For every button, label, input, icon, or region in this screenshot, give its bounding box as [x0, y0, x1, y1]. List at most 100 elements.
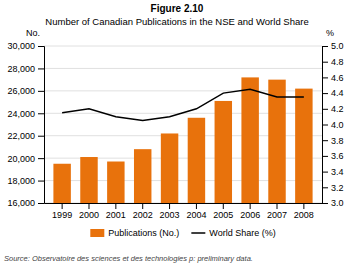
tick-mark — [322, 156, 328, 157]
tick-mark — [322, 46, 328, 47]
tick-mark — [38, 68, 44, 69]
tick-label: 4.8 — [331, 57, 344, 67]
tick: 4.4 — [322, 88, 344, 98]
tick-mark — [250, 203, 251, 209]
line — [62, 89, 304, 120]
tick-label: 2005 — [213, 210, 233, 220]
bar — [107, 162, 124, 203]
tick-label: 20,000 — [7, 154, 35, 164]
tick: 2000 — [79, 203, 99, 220]
tick: 4.6 — [322, 73, 344, 83]
tick-label: 4.6 — [331, 73, 344, 83]
tick: 2008 — [294, 203, 314, 220]
legend-item: World Share (%) — [191, 228, 275, 238]
tick-mark — [38, 158, 44, 159]
bar — [295, 89, 312, 203]
axis-line — [38, 47, 45, 204]
tick-mark — [169, 203, 170, 209]
legend-label: World Share (%) — [209, 228, 275, 238]
axis-line — [45, 203, 323, 204]
y-axis-label: No. — [26, 28, 40, 38]
tick-mark — [38, 113, 44, 114]
tick: 3.4 — [322, 167, 344, 177]
y-axis: 16,00018,00020,00022,00024,00026,00028,0… — [7, 41, 44, 208]
tick: 3.6 — [322, 151, 344, 161]
tick: 1999 — [52, 203, 72, 220]
tick-label: 2003 — [160, 210, 180, 220]
tick-label: 4.2 — [331, 104, 344, 114]
legend-item: Publications (No.) — [90, 228, 179, 238]
tick-mark — [322, 109, 328, 110]
tick: 5.0 — [322, 41, 344, 51]
tick-label: 18,000 — [7, 176, 35, 186]
chart: Figure 2.10 Number of Canadian Publicatio… — [0, 0, 354, 267]
legend-label: Publications (No.) — [108, 228, 179, 238]
tick: 16,000 — [7, 198, 44, 208]
tick-label: 2000 — [79, 210, 99, 220]
tick: 2001 — [106, 203, 126, 220]
tick-mark — [303, 203, 304, 209]
tick: 4.2 — [322, 104, 344, 114]
bar — [53, 164, 70, 203]
tick-mark — [322, 140, 328, 141]
y2-axis: 3.0 3.2 3.4 3.6 3.8 4.0 4.2 4.4 4.6 4.8 5.0 — [322, 41, 344, 208]
grid-line — [44, 68, 322, 69]
annotation: Source: Observatoire des sciences et des… — [4, 254, 253, 263]
tick-label: 24,000 — [7, 109, 35, 119]
legend-swatch — [90, 229, 104, 237]
tick: 2005 — [213, 203, 233, 220]
tick-mark — [62, 203, 63, 209]
tick-mark — [38, 136, 44, 137]
tick-mark — [38, 181, 44, 182]
bar — [134, 149, 151, 203]
tick: 3.2 — [322, 183, 344, 193]
bar — [161, 133, 178, 203]
tick-mark — [115, 203, 116, 209]
legend: Publications (No.) World Share (%) — [90, 228, 275, 238]
tick-mark — [88, 203, 89, 209]
tick-mark — [223, 203, 224, 209]
tick: 2003 — [160, 203, 180, 220]
tick-label: 2001 — [106, 210, 126, 220]
tick: 4.8 — [322, 57, 344, 67]
tick: 2002 — [133, 203, 153, 220]
tick-label: 1999 — [52, 210, 72, 220]
tick-label: 3.8 — [331, 136, 344, 146]
tick-label: 30,000 — [7, 41, 35, 51]
tick: 2006 — [240, 203, 260, 220]
bar — [241, 77, 258, 203]
tick-label: 3.0 — [331, 198, 344, 208]
tick-label: 2008 — [294, 210, 314, 220]
tick-mark — [196, 203, 197, 209]
tick-label: 5.0 — [331, 41, 344, 51]
tick-mark — [322, 77, 328, 78]
bar — [268, 80, 285, 203]
tick-label: 16,000 — [7, 198, 35, 208]
tick: 30,000 — [7, 41, 44, 51]
tick-label: 2002 — [133, 210, 153, 220]
marks — [53, 77, 312, 203]
grid-line — [44, 46, 322, 47]
subtitle: Number of Canadian Publications in the N… — [45, 16, 308, 27]
bar-series — [53, 77, 312, 203]
grid — [44, 46, 322, 203]
tick-label: 3.4 — [331, 167, 344, 177]
legend-swatch — [191, 232, 205, 234]
title: Figure 2.10 — [151, 3, 204, 14]
tick-mark — [142, 203, 143, 209]
tick: 2004 — [186, 203, 206, 220]
tick-label: 3.2 — [331, 183, 344, 193]
tick-mark — [38, 203, 44, 204]
tick-mark — [322, 93, 328, 94]
tick-label: 4.0 — [331, 120, 344, 130]
tick-mark — [277, 203, 278, 209]
tick-label: 2004 — [186, 210, 206, 220]
bar — [215, 101, 232, 203]
tick: 26,000 — [7, 86, 44, 96]
tick-label: 4.4 — [331, 88, 344, 98]
tick-mark — [38, 91, 44, 92]
tick-label: 3.6 — [331, 151, 344, 161]
tick-mark — [322, 187, 328, 188]
tick-label: 26,000 — [7, 86, 35, 96]
x-axis: 1999200020012002200320042005200620072008 — [45, 203, 323, 220]
